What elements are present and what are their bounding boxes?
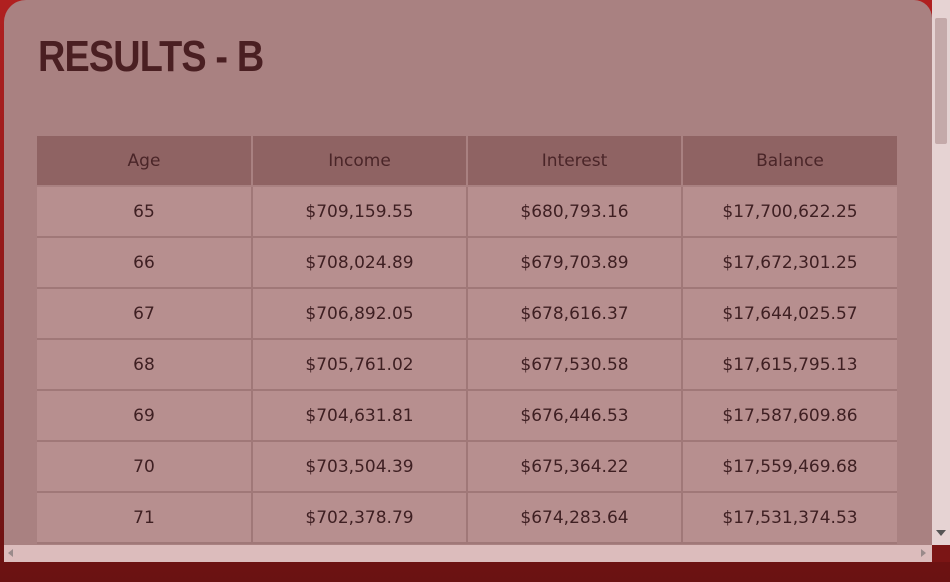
cell-balance: $17,615,795.13	[682, 339, 897, 391]
column-header-income: Income	[252, 136, 468, 187]
results-table: Age Income Interest Balance 65 $709,159.…	[37, 136, 897, 544]
cell-income: $706,892.05	[252, 288, 468, 340]
cell-age: 66	[37, 237, 253, 289]
cell-age: 69	[37, 390, 253, 442]
cell-age: 67	[37, 288, 253, 340]
cell-balance: $17,700,622.25	[682, 186, 897, 238]
cell-interest: $679,703.89	[467, 237, 683, 289]
table-row: 69 $704,631.81 $676,446.53 $17,587,609.8…	[37, 390, 897, 442]
cell-balance: $17,644,025.57	[682, 288, 897, 340]
cell-balance: $17,587,609.86	[682, 390, 897, 442]
table-row: 67 $706,892.05 $678,616.37 $17,644,025.5…	[37, 288, 897, 340]
column-header-age: Age	[37, 136, 253, 187]
cell-age: 65	[37, 186, 253, 238]
cell-balance: $17,559,469.68	[682, 441, 897, 493]
table-header-row: Age Income Interest Balance	[37, 136, 897, 187]
cell-age: 70	[37, 441, 253, 493]
results-panel: RESULTS - B Age Income Interest Balance …	[4, 0, 932, 545]
cell-interest: $677,530.58	[467, 339, 683, 391]
table-row: 71 $702,378.79 $674,283.64 $17,531,374.5…	[37, 492, 897, 544]
scrollbar-corner	[932, 545, 950, 562]
cell-interest: $675,364.22	[467, 441, 683, 493]
column-header-interest: Interest	[467, 136, 683, 187]
table-row: 65 $709,159.55 $680,793.16 $17,700,622.2…	[37, 186, 897, 238]
table-row: 70 $703,504.39 $675,364.22 $17,559,469.6…	[37, 441, 897, 493]
cell-interest: $680,793.16	[467, 186, 683, 238]
scroll-right-arrow-icon[interactable]	[921, 549, 926, 557]
cell-income: $709,159.55	[252, 186, 468, 238]
cell-income: $708,024.89	[252, 237, 468, 289]
vertical-scrollbar-thumb[interactable]	[935, 18, 947, 144]
cell-age: 68	[37, 339, 253, 391]
vertical-scrollbar[interactable]	[932, 0, 950, 545]
table-row: 66 $708,024.89 $679,703.89 $17,672,301.2…	[37, 237, 897, 289]
horizontal-scrollbar[interactable]	[4, 545, 932, 562]
scroll-down-arrow-icon[interactable]	[936, 530, 946, 536]
cell-interest: $678,616.37	[467, 288, 683, 340]
cell-income: $705,761.02	[252, 339, 468, 391]
cell-balance: $17,531,374.53	[682, 492, 897, 544]
cell-interest: $674,283.64	[467, 492, 683, 544]
column-header-balance: Balance	[682, 136, 897, 187]
cell-age: 71	[37, 492, 253, 544]
cell-income: $703,504.39	[252, 441, 468, 493]
page-title: RESULTS - B	[38, 32, 264, 81]
table-row: 68 $705,761.02 $677,530.58 $17,615,795.1…	[37, 339, 897, 391]
cell-income: $702,378.79	[252, 492, 468, 544]
scroll-left-arrow-icon[interactable]	[8, 549, 13, 557]
cell-balance: $17,672,301.25	[682, 237, 897, 289]
cell-income: $704,631.81	[252, 390, 468, 442]
cell-interest: $676,446.53	[467, 390, 683, 442]
